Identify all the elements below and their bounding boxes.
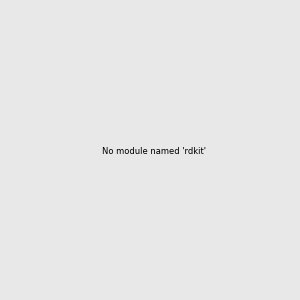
Text: No module named 'rdkit': No module named 'rdkit'	[102, 147, 206, 156]
